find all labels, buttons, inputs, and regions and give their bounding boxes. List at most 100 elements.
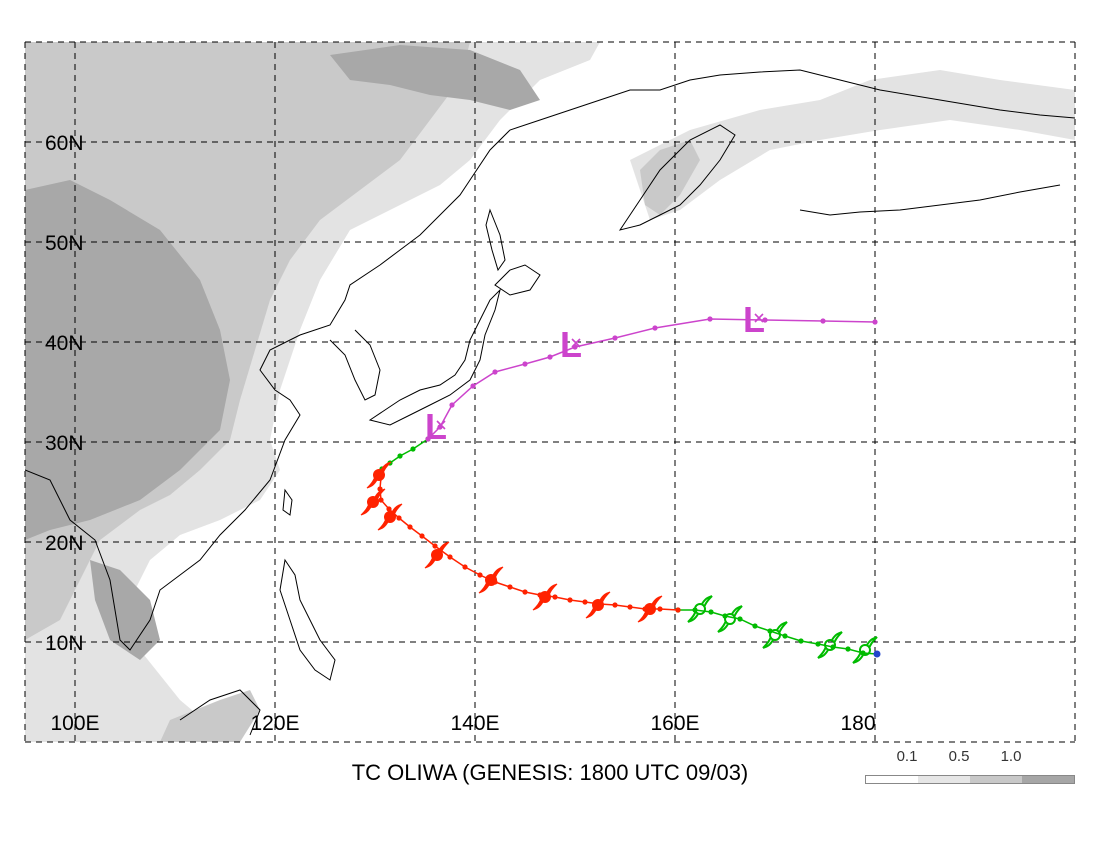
storm-symbols: L L L bbox=[360, 299, 878, 664]
legend-swatch-2 bbox=[918, 776, 970, 783]
map-title: TC OLIWA (GENESIS: 1800 UTC 09/03) bbox=[351, 760, 749, 785]
cross-icon bbox=[571, 338, 581, 348]
typhoon-icon bbox=[360, 488, 386, 516]
coast-japan bbox=[368, 288, 501, 426]
lon-label-140e: 140E bbox=[450, 712, 499, 735]
typhoon-track-point bbox=[396, 515, 402, 521]
legend-swatch-1 bbox=[866, 776, 918, 783]
weakening-storm-track-point bbox=[410, 446, 416, 452]
coast-aleutians bbox=[799, 184, 1061, 216]
typhoon-track-point bbox=[477, 572, 483, 578]
legend-label-0-5: 0.5 bbox=[948, 748, 970, 765]
terrain-shading bbox=[25, 42, 1075, 742]
typhoon-icon bbox=[424, 541, 450, 569]
legend-swatch-4 bbox=[1022, 776, 1074, 783]
lon-labels: 100E 120E 140E 160E 180 bbox=[50, 712, 875, 735]
typhoon-track-point bbox=[378, 497, 384, 503]
typhoon-track-point bbox=[552, 594, 558, 600]
typhoon-track-point bbox=[675, 607, 681, 613]
cross-icon bbox=[436, 420, 446, 430]
tropical-storm-track-point bbox=[845, 646, 851, 652]
typhoon-icon bbox=[585, 591, 611, 619]
extratropical-track-point bbox=[449, 402, 455, 408]
extratropical-track-point bbox=[820, 318, 826, 324]
typhoon-track-point bbox=[407, 524, 413, 530]
terrain-dark bbox=[25, 180, 230, 540]
typhoon-track-point bbox=[522, 589, 528, 595]
typhoon-track-point bbox=[582, 599, 588, 605]
low-pressure-marker: L bbox=[425, 406, 447, 447]
coast-asia bbox=[25, 69, 1075, 651]
typhoon-track-point bbox=[432, 543, 438, 549]
typhoon-icon bbox=[377, 503, 403, 531]
typhoon-icon bbox=[366, 461, 392, 489]
legend-label-1-0: 1.0 bbox=[1000, 748, 1022, 765]
weakening-storm-track-point bbox=[397, 453, 403, 459]
extratropical-track-point bbox=[612, 335, 618, 341]
extratropical-track-point bbox=[470, 383, 476, 389]
extratropical-track-point bbox=[872, 319, 878, 325]
genesis-point bbox=[873, 650, 881, 658]
extratropical-track-point bbox=[652, 325, 658, 331]
typhoon-icon bbox=[637, 595, 663, 623]
tropical-storm-track-point bbox=[737, 616, 743, 622]
terrain-dark-north bbox=[330, 45, 540, 110]
low-pressure-marker: L bbox=[743, 299, 765, 340]
tropical-storm-icon bbox=[852, 636, 878, 664]
tropical-storm-track-point bbox=[752, 623, 758, 629]
tropical-storm-icon bbox=[762, 621, 788, 649]
extratropical-track-point bbox=[425, 436, 431, 442]
typhoon-track-point bbox=[507, 584, 513, 590]
terrain-kamchatka bbox=[640, 140, 700, 215]
coast-korea bbox=[329, 329, 381, 401]
legend-label-0-1: 0.1 bbox=[896, 748, 918, 765]
coast-philippines bbox=[279, 558, 336, 681]
typhoon-track-point bbox=[462, 564, 468, 570]
lat-label-10n: 10N bbox=[45, 632, 84, 655]
elevation-legend: 0.1 0.5 1.0 bbox=[865, 748, 1075, 788]
typhoon-track-point bbox=[567, 597, 573, 603]
coastlines bbox=[25, 69, 1075, 736]
extratropical-track-point bbox=[492, 369, 498, 375]
lon-label-100e: 100E bbox=[50, 712, 99, 735]
lon-label-160e: 160E bbox=[650, 712, 699, 735]
typhoon-track-point bbox=[627, 604, 633, 610]
typhoon-track-point bbox=[419, 533, 425, 539]
extratropical-track-point bbox=[547, 354, 553, 360]
legend-swatch-3 bbox=[970, 776, 1022, 783]
coast-borneo bbox=[179, 689, 261, 736]
terrain-light-east bbox=[630, 70, 1075, 220]
tropical-storm-track-point bbox=[815, 641, 821, 647]
typhoon-track-point bbox=[386, 506, 392, 512]
tropical-storm-track-point bbox=[798, 638, 804, 644]
coast-sakhalin bbox=[485, 208, 506, 272]
graticule bbox=[24, 41, 1076, 743]
lon-label-120e: 120E bbox=[250, 712, 299, 735]
extratropical-track-point bbox=[762, 317, 768, 323]
low-pressure-label: L bbox=[425, 406, 447, 447]
tropical-storm-icon bbox=[717, 605, 743, 633]
cross-icon bbox=[754, 313, 764, 323]
lat-label-20n: 20N bbox=[45, 532, 84, 555]
legend-labels: 0.1 0.5 1.0 bbox=[865, 748, 1075, 768]
coast-taiwan bbox=[282, 488, 293, 516]
typhoon-track-point bbox=[612, 602, 618, 608]
lat-label-50n: 50N bbox=[45, 232, 84, 255]
lat-labels: 10N 20N 30N 40N 50N 60N bbox=[45, 132, 84, 655]
typhoon-track-point bbox=[657, 606, 663, 612]
tropical-storm-icon bbox=[687, 595, 713, 623]
tropical-storm-track-point bbox=[782, 633, 788, 639]
storm-track bbox=[377, 316, 881, 658]
terrain-dark-se bbox=[90, 560, 160, 660]
coast-kamchatka bbox=[618, 124, 736, 231]
low-pressure-label: L bbox=[560, 324, 582, 365]
typhoon-track-line bbox=[379, 468, 679, 611]
coast-hokkaido bbox=[494, 264, 541, 296]
lat-label-30n: 30N bbox=[45, 432, 84, 455]
terrain-south-islands bbox=[160, 690, 260, 742]
legend-colorbar bbox=[865, 775, 1075, 784]
low-pressure-label: L bbox=[743, 299, 765, 340]
extratropical-track-point bbox=[522, 361, 528, 367]
low-pressure-marker: L bbox=[560, 324, 582, 365]
